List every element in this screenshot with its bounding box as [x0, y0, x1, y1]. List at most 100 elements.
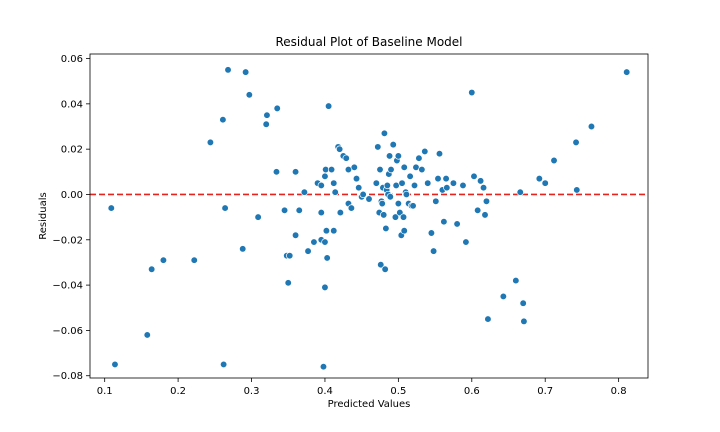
- data-point: [159, 256, 168, 264]
- data-point: [462, 238, 470, 246]
- data-point: [323, 254, 331, 262]
- data-point: [355, 184, 363, 192]
- data-point: [474, 206, 482, 214]
- data-point: [459, 181, 467, 190]
- y-tick-label: −0.04: [52, 281, 83, 292]
- data-point: [378, 199, 386, 208]
- y-tick-label: −0.02: [52, 235, 83, 246]
- data-point: [481, 211, 489, 219]
- data-point: [342, 154, 350, 162]
- data-point: [242, 68, 250, 76]
- data-point: [468, 88, 476, 97]
- x-tick-label: 0.5: [390, 386, 406, 397]
- data-point: [435, 150, 444, 158]
- data-point: [535, 174, 543, 183]
- data-point: [317, 208, 325, 217]
- data-point: [550, 156, 558, 165]
- data-point: [623, 68, 631, 76]
- data-point: [206, 138, 215, 147]
- data-point: [470, 172, 478, 180]
- data-point: [519, 299, 527, 307]
- data-point: [359, 190, 367, 199]
- data-point: [262, 120, 270, 128]
- y-tick-label: −0.08: [52, 371, 83, 382]
- data-point: [107, 204, 115, 212]
- data-point: [322, 227, 331, 235]
- x-tick-label: 0.7: [537, 386, 553, 397]
- data-point: [331, 188, 339, 196]
- x-tick-label: 0.6: [464, 386, 480, 397]
- x-tick-label: 0.1: [97, 386, 113, 397]
- data-point: [499, 292, 508, 301]
- data-point: [449, 179, 458, 187]
- y-tick-label: 0.06: [61, 54, 83, 65]
- data-point: [300, 188, 309, 196]
- data-point: [406, 172, 414, 180]
- data-point: [111, 360, 119, 369]
- data-point: [434, 174, 442, 183]
- data-point: [374, 143, 382, 151]
- data-point: [394, 199, 403, 208]
- y-axis: −0.08 −0.06 −0.04 −0.02 0.00 0.02 0.04 0.06: [52, 54, 90, 382]
- y-tick-label: 0.00: [61, 190, 83, 201]
- x-axis: 0.1 0.2 0.3 0.4 0.5 0.6 0.7 0.8: [97, 378, 627, 397]
- x-tick-label: 0.2: [170, 386, 186, 397]
- data-point: [427, 229, 436, 237]
- data-point: [409, 202, 417, 210]
- data-points: [107, 66, 631, 371]
- data-point: [335, 145, 344, 153]
- data-point: [429, 247, 438, 255]
- data-point: [376, 165, 384, 174]
- data-point: [443, 184, 451, 192]
- data-point: [336, 208, 345, 217]
- data-point: [219, 360, 228, 369]
- data-point: [410, 181, 419, 190]
- data-point: [272, 168, 281, 176]
- y-axis-label: Residuals: [38, 192, 49, 239]
- data-point: [389, 140, 397, 149]
- data-point: [350, 163, 358, 171]
- data-point: [263, 111, 271, 119]
- data-point: [415, 154, 423, 162]
- data-point: [382, 224, 390, 233]
- data-point: [440, 218, 448, 226]
- data-point: [421, 147, 429, 156]
- data-point: [400, 163, 408, 171]
- data-point: [365, 195, 373, 203]
- data-point: [330, 179, 338, 187]
- data-point: [317, 181, 325, 190]
- data-point: [327, 165, 336, 174]
- data-point: [347, 204, 356, 212]
- data-point: [321, 283, 329, 292]
- data-point: [484, 315, 492, 323]
- data-point: [381, 265, 389, 273]
- data-point: [273, 104, 281, 113]
- data-point: [224, 66, 232, 74]
- data-point: [418, 165, 426, 174]
- x-tick-label: 0.3: [244, 386, 260, 397]
- data-point: [385, 152, 394, 160]
- data-point: [330, 227, 338, 235]
- data-point: [321, 238, 329, 246]
- data-point: [512, 276, 520, 285]
- data-point: [143, 331, 151, 339]
- data-point: [239, 245, 247, 253]
- data-point: [377, 261, 385, 269]
- data-point: [380, 129, 389, 137]
- data-point: [516, 188, 524, 196]
- data-point: [148, 265, 156, 273]
- data-point: [424, 179, 432, 187]
- data-point: [304, 247, 312, 255]
- x-tick-label: 0.8: [611, 386, 627, 397]
- data-point: [221, 204, 229, 212]
- data-point: [432, 197, 440, 205]
- data-point: [386, 193, 394, 201]
- data-point: [380, 211, 388, 219]
- x-tick-label: 0.4: [317, 386, 333, 397]
- data-point: [398, 179, 406, 187]
- data-point: [284, 279, 292, 287]
- data-point: [482, 197, 491, 205]
- x-axis-label: Predicted Values: [328, 399, 411, 410]
- data-point: [573, 186, 581, 194]
